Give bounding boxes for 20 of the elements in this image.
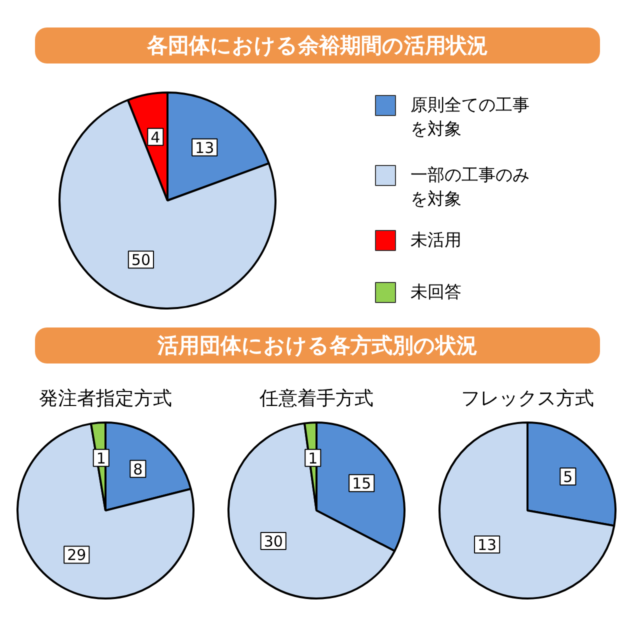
text: 活用団体における各方式別の状況 [156,334,478,358]
legend-label: 未活用 [410,230,462,250]
data-label: 1 [308,449,318,468]
legend-label: 原則全ての工事を対象 [410,96,530,140]
data-label: 5 [563,468,573,486]
chart-title: 各団体における余裕期間の活用状況 [146,34,488,58]
data-label: 1 [96,449,106,468]
data-label: 30 [264,532,283,550]
data-label: 13 [195,138,214,157]
data-label: 15 [352,474,372,493]
data-label: 4 [150,128,160,146]
chart-title: 任意着手方式 [258,388,374,410]
legend-label: 一部の工事のみを対象 [410,166,530,210]
data-label: 13 [478,536,497,554]
legend-label: 未回答 [410,282,462,302]
chart-title: フレックス方式 [461,388,594,410]
data-label: 8 [133,460,143,478]
data-label: 29 [67,546,86,564]
chart-title: 発注者指定方式 [39,388,172,410]
data-label: 50 [131,251,151,270]
